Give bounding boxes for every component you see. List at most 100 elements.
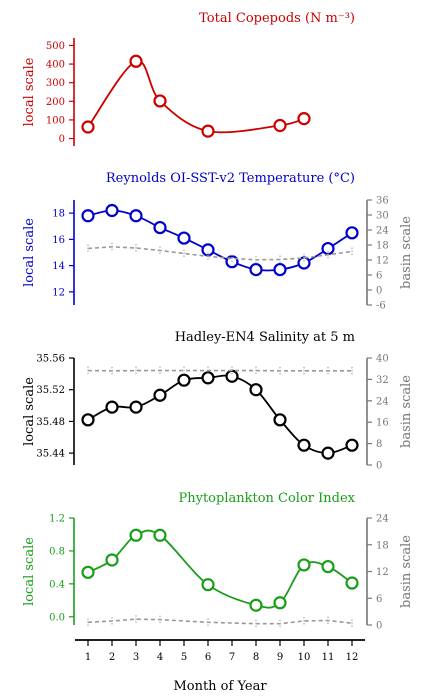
data-point <box>81 120 95 134</box>
x-tick-label: 6 <box>205 652 211 663</box>
left-tick-label: 35.44 <box>36 449 65 460</box>
right-tick-label: 32 <box>376 375 389 386</box>
right-tick-label: 6 <box>376 594 382 605</box>
left-tick-label: 0.8 <box>49 546 65 557</box>
panel-1: Total Copepods (N m⁻³) 0 100 200 300 400 500 lo… <box>22 11 355 146</box>
basin-series-line <box>87 618 353 625</box>
data-point <box>153 220 167 235</box>
x-tick-label: 5 <box>181 652 187 663</box>
data-point <box>345 438 359 452</box>
data-point <box>297 112 311 126</box>
x-tick-label: 1 <box>85 652 91 663</box>
data-point <box>129 528 143 542</box>
x-axis-label: Month of Year <box>173 679 267 694</box>
data-point <box>105 203 119 218</box>
panel-title: Total Copepods (N m⁻³) <box>199 11 355 26</box>
right-tick-label: 8 <box>376 439 382 450</box>
left-tick-label: 14 <box>52 261 65 272</box>
right-axis-label: basin scale <box>399 375 414 448</box>
data-point <box>105 553 119 567</box>
left-tick-label: 300 <box>46 78 65 89</box>
basin-series-line <box>87 245 353 261</box>
left-tick-label: 400 <box>46 60 65 71</box>
local-series-line <box>87 529 353 609</box>
left-tick-label: 0 <box>59 134 65 145</box>
data-point <box>297 438 311 452</box>
x-tick-label: 9 <box>277 652 283 663</box>
panel-title: Hadley-EN4 Salinity at 5 m <box>175 330 355 345</box>
left-tick-label: 500 <box>46 41 65 52</box>
right-tick-label: 0 <box>376 286 382 297</box>
x-tick-label: 12 <box>346 652 359 663</box>
x-tick-label: 7 <box>229 652 235 663</box>
local-series-line <box>87 374 353 455</box>
data-point <box>225 369 239 383</box>
panel-2: Reynolds OI-SST-v2 Temperature (°C) 12 14 1… <box>22 171 414 312</box>
data-point <box>321 559 335 574</box>
data-point <box>321 241 335 256</box>
right-tick-label: 0 <box>376 461 382 472</box>
right-tick-label: 24 <box>376 514 389 525</box>
local-series-line <box>87 209 353 272</box>
x-tick-label: 10 <box>298 652 311 663</box>
right-tick-label: 24 <box>376 396 389 407</box>
right-tick-label: 40 <box>376 354 389 365</box>
right-tick-label: 30 <box>376 211 389 222</box>
left-axis-label: local scale <box>22 57 37 126</box>
x-tick-label: 4 <box>157 652 163 663</box>
left-tick-label: 35.52 <box>36 385 65 396</box>
data-point <box>249 262 263 277</box>
left-tick-label: 12 <box>52 287 65 298</box>
data-point <box>297 256 311 270</box>
left-axis-label: local scale <box>22 537 37 606</box>
data-point <box>297 558 311 572</box>
left-tick-label: 35.48 <box>36 417 65 428</box>
right-tick-label: 16 <box>376 418 389 429</box>
data-point <box>81 565 95 579</box>
panel-4: Phytoplankton Color Index 0.0 0.4 0.8 1.2 loc… <box>22 491 414 632</box>
left-tick-label: 0.4 <box>49 579 65 590</box>
right-tick-label: 0 <box>376 621 382 632</box>
data-point <box>153 94 167 108</box>
right-tick-label: 12 <box>376 567 389 578</box>
left-tick-label: 16 <box>52 235 65 246</box>
left-axis-label: local scale <box>22 377 37 446</box>
x-tick-label: 11 <box>322 652 335 663</box>
data-point <box>177 373 191 387</box>
data-point <box>201 371 215 385</box>
data-point <box>81 209 95 223</box>
right-tick-label: 18 <box>376 540 389 551</box>
left-tick-label: 18 <box>52 209 65 220</box>
left-axis-label: local scale <box>22 218 37 287</box>
right-axis-label: basin scale <box>399 216 414 289</box>
data-point <box>81 413 95 427</box>
data-point <box>249 598 263 612</box>
panel-3: Hadley-EN4 Salinity at 5 m 35.44 35.48 35.5… <box>22 330 414 472</box>
data-point <box>105 400 119 414</box>
left-tick-label: 1.2 <box>49 514 65 525</box>
data-point <box>153 528 167 542</box>
x-tick-label: 2 <box>109 652 115 663</box>
data-point <box>345 576 359 590</box>
right-tick-label: -6 <box>376 301 386 312</box>
panel-title: Phytoplankton Color Index <box>178 491 355 506</box>
right-tick-label: 12 <box>376 256 389 267</box>
left-tick-label: 100 <box>46 115 65 126</box>
data-point <box>201 578 215 592</box>
data-point <box>129 54 143 68</box>
data-point <box>273 262 287 277</box>
x-tick-label: 3 <box>133 652 139 663</box>
left-tick-label: 0.0 <box>49 612 65 623</box>
data-point <box>129 400 143 414</box>
data-point <box>129 209 143 223</box>
local-series-line <box>87 60 305 134</box>
right-tick-label: 24 <box>376 226 389 237</box>
data-point <box>201 124 215 138</box>
right-tick-label: 6 <box>376 271 382 282</box>
right-axis-label: basin scale <box>399 535 414 608</box>
data-point <box>345 226 359 240</box>
data-point <box>153 388 167 402</box>
left-tick-label: 35.56 <box>36 354 65 365</box>
panel-title: Reynolds OI-SST-v2 Temperature (°C) <box>106 171 355 186</box>
